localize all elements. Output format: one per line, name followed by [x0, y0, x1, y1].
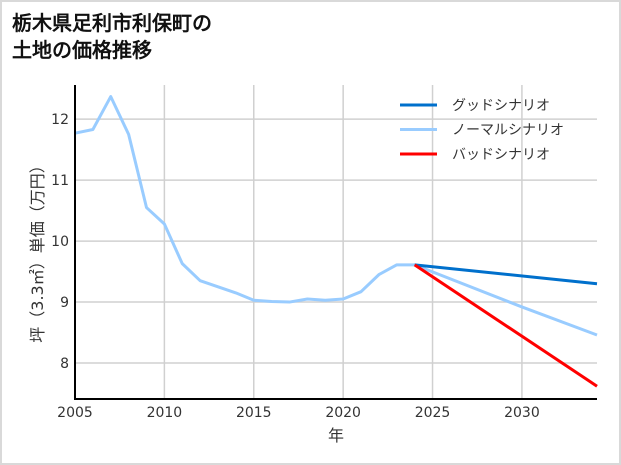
- legend-label: バッドシナリオ: [452, 147, 550, 163]
- x-axis-label: 年: [328, 426, 344, 445]
- y-tick-label: 8: [60, 356, 69, 372]
- legend-label: ノーマルシナリオ: [452, 123, 564, 139]
- y-tick-label: 10: [51, 234, 69, 250]
- chart-title-line-1: 栃木県足利市利保町の: [12, 11, 212, 35]
- series-line-1: [74, 95, 598, 337]
- chart-title: 栃木県足利市利保町の 土地の価格推移: [12, 10, 212, 64]
- y-tick-label: 12: [51, 112, 69, 128]
- y-axis-label: 坪（3.3㎡）単価（万円）: [28, 157, 47, 342]
- x-tick-label: 2005: [57, 405, 93, 421]
- x-tick-label: 2010: [147, 405, 183, 421]
- y-tick-label: 11: [51, 173, 69, 189]
- series-line-0: [414, 263, 598, 286]
- x-tick-label: 2025: [415, 405, 451, 421]
- chart-title-line-2: 土地の価格推移: [12, 38, 152, 62]
- y-tick-label: 9: [60, 295, 69, 311]
- legend-label: グッドシナリオ: [452, 98, 550, 114]
- series-line-2: [413, 263, 598, 388]
- x-tick-label: 2015: [236, 405, 272, 421]
- x-tick-label: 2020: [325, 405, 361, 421]
- x-tick-label: 2030: [504, 405, 540, 421]
